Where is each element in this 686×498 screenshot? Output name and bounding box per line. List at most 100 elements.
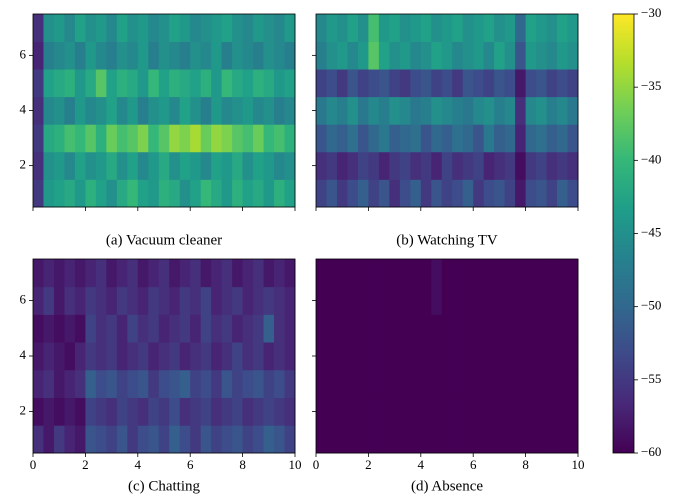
- heatmap-cell: [557, 259, 568, 288]
- heatmap-cell: [483, 286, 495, 315]
- heatmap-cell: [368, 96, 380, 125]
- heatmap-cell: [546, 41, 558, 70]
- heatmap-cell: [347, 314, 359, 343]
- heatmap-cell: [74, 259, 86, 288]
- heatmap-cell: [137, 124, 149, 153]
- heatmap-cell: [316, 425, 327, 454]
- heatmap-cell: [378, 96, 390, 125]
- heatmap-cell: [410, 369, 422, 398]
- heatmap-cell: [232, 342, 243, 371]
- heatmap-cell: [431, 342, 443, 371]
- x-tick-label: 4: [135, 457, 142, 472]
- heatmap-cell: [242, 179, 254, 208]
- heatmap-cell: [431, 286, 443, 315]
- heatmap-cell: [504, 41, 516, 70]
- heatmap-cell: [53, 41, 65, 70]
- heatmap-cell: [221, 259, 233, 288]
- heatmap-cell: [515, 286, 526, 315]
- heatmap-cell: [473, 179, 485, 208]
- heatmap-cell: [410, 286, 422, 315]
- heatmap-cell: [389, 342, 401, 371]
- heatmap-cell: [368, 41, 380, 70]
- heatmap-cell: [399, 69, 411, 98]
- heatmap-cell: [420, 314, 432, 343]
- heatmap-cell: [200, 314, 212, 343]
- heatmap-cell: [567, 69, 579, 98]
- heatmap-cell: [179, 286, 191, 315]
- heatmap-cell: [200, 124, 212, 153]
- panel-caption: (b) Watching TV: [396, 232, 498, 248]
- heatmap-cell: [494, 179, 506, 208]
- heatmap-cell: [137, 151, 149, 180]
- heatmap-cell: [158, 151, 170, 180]
- heatmap-cell: [158, 259, 170, 288]
- heatmap-cell: [253, 397, 264, 426]
- heatmap-cell: [232, 41, 243, 70]
- heatmap-cell: [106, 286, 118, 315]
- heatmap-cell: [263, 314, 275, 343]
- heatmap-cell: [116, 41, 128, 70]
- heatmap-cell: [462, 397, 474, 426]
- heatmap-cell: [420, 397, 432, 426]
- heatmap-cell: [284, 151, 296, 180]
- heatmap-cell: [127, 69, 139, 98]
- heatmap-cell: [85, 397, 97, 426]
- heatmap-cell: [357, 286, 369, 315]
- heatmap-cell: [431, 69, 443, 98]
- heatmap-cell: [357, 314, 369, 343]
- heatmap-cell: [525, 314, 537, 343]
- heatmap-cell: [452, 369, 464, 398]
- heatmap-cell: [53, 425, 65, 454]
- heatmap-cell: [106, 179, 118, 208]
- y-tick-label: 4: [20, 101, 27, 116]
- heatmap-cell: [546, 96, 558, 125]
- heatmap-cell: [221, 397, 233, 426]
- heatmap-cell: [546, 342, 558, 371]
- heatmap-cell: [64, 314, 76, 343]
- heatmap-cell: [106, 342, 118, 371]
- heatmap-cell: [504, 96, 516, 125]
- heatmap-cell: [190, 425, 202, 454]
- heatmap-cell: [169, 286, 181, 315]
- heatmap-cell: [462, 259, 474, 288]
- heatmap-cell: [232, 96, 243, 125]
- heatmap-cell: [557, 14, 568, 42]
- heatmap-cell: [431, 369, 443, 398]
- heatmap-cell: [95, 124, 107, 153]
- heatmap-cell: [525, 342, 537, 371]
- heatmap-cell: [494, 69, 506, 98]
- heatmap-cell: [326, 179, 338, 208]
- heatmap-cell: [515, 369, 526, 398]
- heatmap-cell: [211, 41, 223, 70]
- heatmap-cell: [567, 96, 579, 125]
- heatmap-cell: [557, 342, 568, 371]
- heatmap-cell: [221, 369, 233, 398]
- heatmap-cell: [504, 151, 516, 180]
- heatmap-cell: [378, 151, 390, 180]
- heatmap-cell: [452, 124, 464, 153]
- heatmap-cell: [441, 124, 453, 153]
- heatmap-cell: [169, 151, 181, 180]
- heatmap-cell: [462, 124, 474, 153]
- heatmap-cell: [221, 41, 233, 70]
- colorbar-tick-label: −45: [641, 224, 661, 239]
- x-tick-label: 10: [572, 457, 585, 472]
- heatmap-cell: [274, 124, 285, 153]
- heatmap-cell: [284, 96, 296, 125]
- heatmap-cell: [525, 124, 537, 153]
- heatmap-cell: [525, 286, 537, 315]
- heatmap-cell: [53, 179, 65, 208]
- heatmap-cell: [483, 69, 495, 98]
- heatmap-cell: [420, 259, 432, 288]
- heatmap-cell: [74, 124, 86, 153]
- heatmap-cell: [263, 286, 275, 315]
- heatmap-cell: [253, 369, 264, 398]
- x-tick-label: 2: [82, 457, 89, 472]
- heatmap-cell: [452, 96, 464, 125]
- heatmap-cell: [64, 14, 76, 42]
- heatmap-cell: [263, 259, 275, 288]
- y-tick-label: 2: [20, 157, 27, 172]
- heatmap-cell: [326, 151, 338, 180]
- heatmap-cell: [33, 96, 44, 125]
